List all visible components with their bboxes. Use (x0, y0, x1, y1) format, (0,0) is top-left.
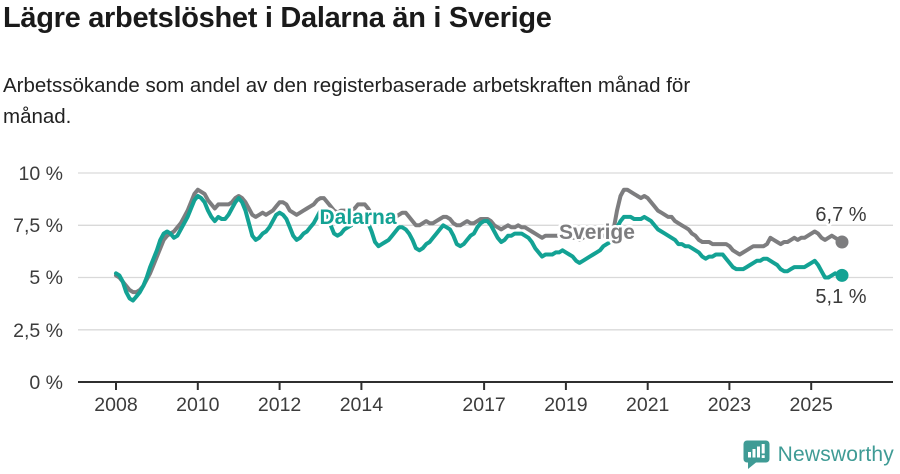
subtitle-line-2: månad. (3, 105, 72, 128)
x-axis-label: 2008 (94, 394, 137, 416)
subtitle-line-1: Arbetssökande som andel av den registerb… (3, 74, 691, 97)
x-axis-label: 2023 (708, 394, 751, 416)
x-axis-label: 2010 (176, 394, 220, 416)
line-dalarna (114, 194, 844, 303)
page-title: Lägre arbetslöshet i Dalarna än i Sverig… (3, 2, 552, 34)
line-sverige (114, 187, 844, 295)
series-label-dalarna: Dalarna (319, 206, 396, 229)
y-axis-label: 5 % (29, 267, 63, 289)
chart-subtitle: Arbetssökande som andel av den registerb… (3, 70, 883, 132)
x-axis-label: 2012 (258, 394, 301, 416)
y-axis-label: 2,5 % (13, 320, 63, 342)
y-axis-labels: 10 % 7,5 % 5 % 2,5 % 0 % (13, 163, 63, 394)
y-axis-label: 10 % (19, 163, 63, 185)
x-axis-label: 2025 (790, 394, 834, 416)
series-label-sverige: Sverige (559, 221, 635, 244)
end-dot-sverige (835, 235, 849, 249)
x-axis-labels: 2008 2010 2012 2014 2017 2019 2021 2023 … (94, 394, 833, 416)
x-axis-label: 2019 (544, 394, 587, 416)
x-axis-label: 2014 (340, 394, 384, 416)
brand-name: Newsworthy (777, 442, 894, 466)
end-value-sverige: 6,7 % (815, 204, 866, 226)
newsworthy-brand: Newsworthy (743, 440, 894, 469)
x-axis (78, 381, 893, 390)
data-series (114, 187, 849, 303)
x-axis-label: 2021 (626, 394, 669, 416)
y-axis-label: 0 % (29, 372, 63, 394)
x-axis-label: 2017 (462, 394, 505, 416)
end-value-dalarna: 5,1 % (815, 286, 866, 308)
y-axis-label: 7,5 % (13, 215, 63, 237)
end-dot-dalarna (835, 268, 849, 282)
newsworthy-speech-bubble-bar-chart-icon (743, 440, 770, 469)
gridlines (78, 172, 893, 331)
